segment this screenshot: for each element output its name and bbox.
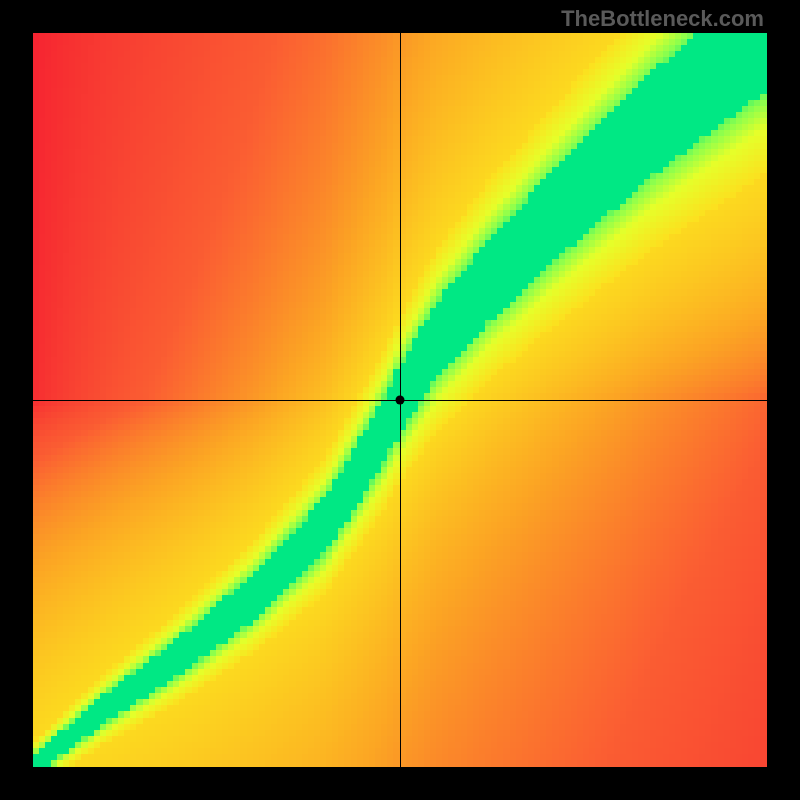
chart-frame: { "watermark": { "text": "TheBottleneck.…	[0, 0, 800, 800]
watermark-label: TheBottleneck.com	[561, 6, 764, 32]
heatmap-canvas	[33, 33, 767, 767]
heatmap-plot	[33, 33, 767, 767]
